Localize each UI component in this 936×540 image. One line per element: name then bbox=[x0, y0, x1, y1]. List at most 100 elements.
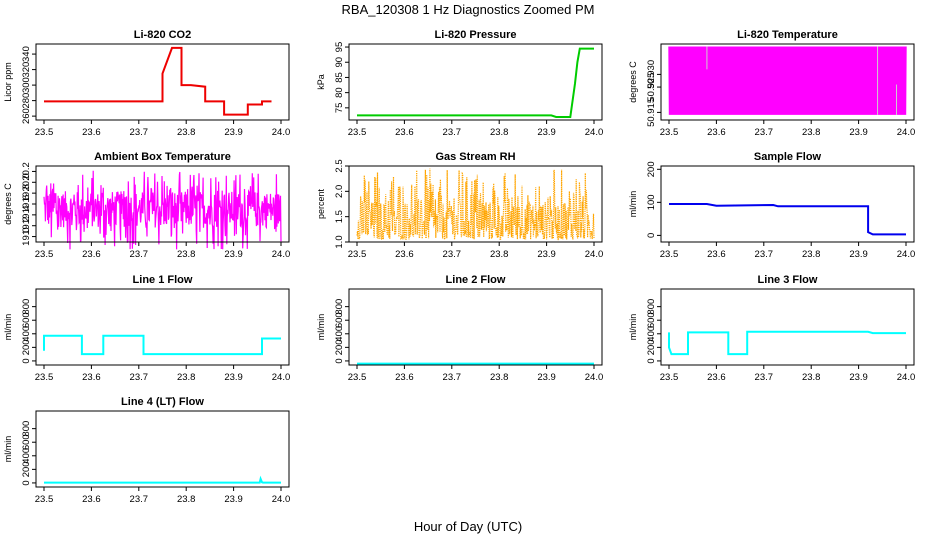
x-tick-label-ambient-box-temperature: 23.7 bbox=[130, 249, 149, 260]
x-tick-label-li-820-pressure: 23.8 bbox=[490, 127, 509, 138]
x-tick-label-li-820-temperature: 23.8 bbox=[802, 127, 821, 138]
x-tick-label-li-820-pressure: 23.6 bbox=[395, 127, 414, 138]
panel-title-line-1-flow: Line 1 Flow bbox=[133, 274, 193, 286]
x-tick-label-li-820-co2: 23.9 bbox=[224, 127, 243, 138]
y-tick-label-li-820-pressure: 80 bbox=[334, 87, 345, 98]
panel-li-820-co2: Li-820 CO2 Licor ppm 23.5 23.6 23.7 23.8 23.9 2… bbox=[3, 29, 290, 138]
x-tick-label-line-2-flow: 23.5 bbox=[348, 372, 367, 383]
y-tick-label-li-820-co2: 340 bbox=[21, 46, 32, 62]
panel-sample-flow: Sample Flow ml/min 23.5 23.6 23.7 23.8 23.9 24.… bbox=[628, 151, 915, 260]
x-tick-label-ambient-box-temperature: 23.6 bbox=[82, 249, 101, 260]
x-tick-label-line-1-flow: 23.6 bbox=[82, 372, 101, 383]
x-tick-label-line-2-flow: 23.6 bbox=[395, 372, 414, 383]
panel-title-gas-stream-rh: Gas Stream RH bbox=[435, 151, 515, 163]
x-tick-label-line-1-flow: 23.9 bbox=[224, 372, 243, 383]
panels: Li-820 CO2 Licor ppm 23.5 23.6 23.7 23.8 23.9 2… bbox=[3, 29, 915, 505]
y-tick-label-line-3-flow: 400 bbox=[646, 326, 657, 342]
plot-frame-sample-flow bbox=[660, 165, 915, 243]
series-line-gas-stream-rh bbox=[356, 168, 595, 241]
y-tick-label-line-2-flow: 800 bbox=[334, 299, 345, 315]
series-line-line-1-flow bbox=[43, 334, 281, 356]
panel-line-1-flow: Line 1 Flow ml/min 23.5 23.6 23.7 23.8 23.9 24.… bbox=[3, 274, 290, 383]
x-tick-label-line-3-flow: 23.9 bbox=[849, 372, 868, 383]
x-tick-label-line-1-flow: 23.5 bbox=[35, 372, 54, 383]
x-tick-label-line-4-lt-flow: 23.5 bbox=[35, 494, 54, 505]
y-tick-label-line-1-flow: 400 bbox=[21, 326, 32, 342]
x-tick-label-li-820-co2: 23.7 bbox=[130, 127, 149, 138]
x-tick-label-line-2-flow: 23.9 bbox=[537, 372, 556, 383]
y-tick-label-li-820-co2: 320 bbox=[21, 62, 32, 78]
series-line-line-4-lt-flow bbox=[44, 475, 281, 484]
y-tick-label-ambient-box-temperature: 20.0 bbox=[21, 173, 32, 192]
panel-title-li-820-temperature: Li-820 Temperature bbox=[737, 29, 838, 41]
series-li-820-pressure bbox=[357, 47, 594, 118]
x-tick-label-gas-stream-rh: 23.9 bbox=[537, 249, 556, 260]
plot-frame-line-2-flow bbox=[348, 288, 603, 366]
x-tick-label-ambient-box-temperature: 23.8 bbox=[177, 249, 196, 260]
x-tick-label-line-3-flow: 23.5 bbox=[660, 372, 679, 383]
y-tick-label-line-3-flow: 200 bbox=[646, 339, 657, 355]
panel-title-line-3-flow: Line 3 Flow bbox=[758, 274, 818, 286]
plot-frame-line-1-flow bbox=[35, 288, 290, 366]
y-tick-label-sample-flow: 200 bbox=[646, 161, 657, 177]
x-tick-label-gas-stream-rh: 23.7 bbox=[443, 249, 462, 260]
x-tick-label-li-820-temperature: 23.9 bbox=[849, 127, 868, 138]
x-tick-label-line-1-flow: 23.7 bbox=[130, 372, 149, 383]
panel-li-820-temperature: Li-820 Temperature degrees C 23.5 23.6 23.7 2… bbox=[628, 29, 915, 138]
x-tick-label-ambient-box-temperature: 23.5 bbox=[35, 249, 54, 260]
x-tick-label-li-820-temperature: 24.0 bbox=[897, 127, 916, 138]
y-tick-label-line-1-flow: 0 bbox=[21, 358, 32, 363]
y-tick-label-li-820-temperature: 50.930 bbox=[646, 60, 657, 89]
y-axis-title-ambient-box-temperature: degrees C bbox=[3, 183, 13, 225]
y-tick-label-sample-flow: 100 bbox=[646, 194, 657, 210]
x-axis-title: Hour of Day (UTC) bbox=[414, 519, 522, 534]
y-tick-label-line-2-flow: 200 bbox=[334, 339, 345, 355]
x-tick-label-line-4-lt-flow: 23.7 bbox=[130, 494, 149, 505]
panel-line-4-lt-flow: Line 4 (LT) Flow ml/min 23.5 23.6 23.7 23.8 23… bbox=[3, 396, 290, 505]
y-tick-label-ambient-box-temperature: 20.2 bbox=[21, 162, 32, 181]
panel-li-820-pressure: Li-820 Pressure kPa 23.5 23.6 23.7 23.8 23.9 24… bbox=[316, 29, 603, 138]
x-tick-label-line-3-flow: 23.8 bbox=[802, 372, 821, 383]
y-axis-title-li-820-co2: Licor ppm bbox=[3, 62, 13, 102]
y-tick-label-gas-stream-rh: 1.5 bbox=[334, 210, 345, 223]
series-gas-stream-rh bbox=[356, 168, 595, 241]
y-axis-title-li-820-temperature: degrees C bbox=[628, 61, 638, 103]
panel-line-3-flow: Line 3 Flow ml/min 23.5 23.6 23.7 23.8 23.9 24.… bbox=[628, 274, 915, 383]
y-tick-label-line-4-lt-flow: 600 bbox=[21, 434, 32, 450]
x-tick-label-li-820-pressure: 23.5 bbox=[348, 127, 367, 138]
x-tick-label-li-820-pressure: 24.0 bbox=[585, 127, 604, 138]
y-tick-label-li-820-temperature: 50.925 bbox=[646, 73, 657, 102]
plot-frame-line-4-lt-flow bbox=[35, 410, 290, 488]
x-tick-label-li-820-temperature: 23.6 bbox=[707, 127, 726, 138]
x-tick-label-line-4-lt-flow: 23.6 bbox=[82, 494, 101, 505]
x-tick-label-line-2-flow: 24.0 bbox=[585, 372, 604, 383]
y-axis-title-li-820-pressure: kPa bbox=[316, 74, 326, 90]
series-line-line-3-flow bbox=[668, 330, 906, 356]
y-tick-label-li-820-pressure: 75 bbox=[334, 103, 345, 114]
x-tick-label-li-820-pressure: 23.9 bbox=[537, 127, 556, 138]
y-tick-label-line-4-lt-flow: 400 bbox=[21, 448, 32, 464]
x-tick-label-ambient-box-temperature: 24.0 bbox=[272, 249, 291, 260]
y-tick-label-gas-stream-rh: 1.0 bbox=[334, 235, 345, 248]
series-line-1-flow bbox=[43, 334, 281, 356]
series-line-ambient-box-temperature bbox=[43, 170, 282, 250]
y-tick-label-li-820-co2: 300 bbox=[21, 77, 32, 93]
y-tick-label-li-820-temperature: 50.915 bbox=[646, 98, 657, 127]
y-tick-label-line-2-flow: 600 bbox=[334, 312, 345, 328]
y-tick-label-ambient-box-temperature: 19.4 bbox=[21, 206, 32, 225]
x-tick-label-sample-flow: 23.9 bbox=[849, 249, 868, 260]
series-line-li-820-co2 bbox=[44, 46, 272, 116]
y-tick-label-line-4-lt-flow: 0 bbox=[21, 480, 32, 485]
y-tick-label-line-4-lt-flow: 800 bbox=[21, 421, 32, 437]
y-tick-label-sample-flow: 0 bbox=[646, 233, 657, 238]
panel-title-li-820-pressure: Li-820 Pressure bbox=[435, 29, 517, 41]
y-tick-label-line-3-flow: 800 bbox=[646, 299, 657, 315]
series-line-3-flow bbox=[668, 330, 906, 356]
y-axis-title-gas-stream-rh: percent bbox=[316, 188, 326, 219]
x-tick-label-ambient-box-temperature: 23.9 bbox=[224, 249, 243, 260]
panel-title-line-4-lt-flow: Line 4 (LT) Flow bbox=[121, 396, 204, 408]
x-tick-label-li-820-temperature: 23.5 bbox=[660, 127, 679, 138]
y-tick-label-gas-stream-rh: 2.0 bbox=[334, 185, 345, 198]
y-tick-label-ambient-box-temperature: 19.8 bbox=[21, 184, 32, 203]
